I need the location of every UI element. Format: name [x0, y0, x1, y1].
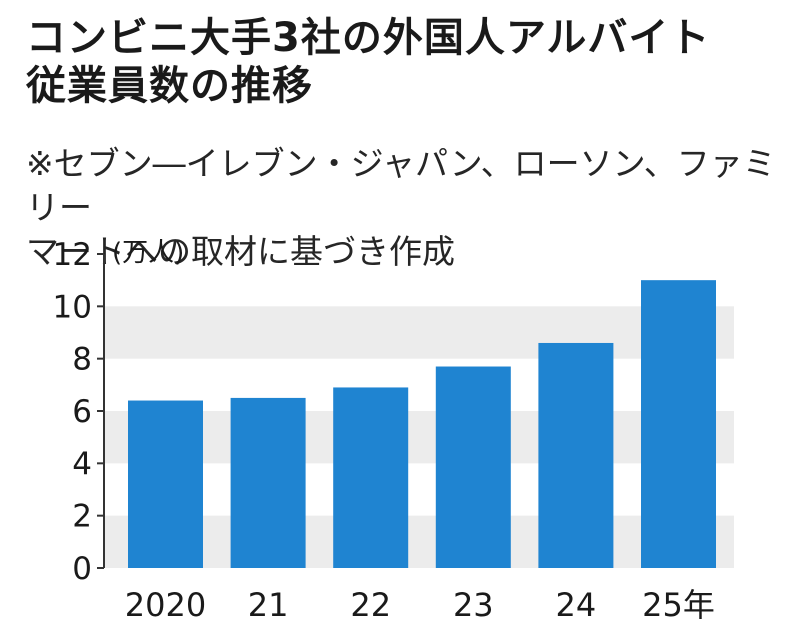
y-tick-label: 0	[72, 551, 92, 587]
y-tick-label: 4	[72, 446, 92, 482]
bar-22	[333, 387, 409, 568]
y-tick-label: 2	[72, 499, 92, 535]
x-tick-label: 2020	[125, 586, 206, 624]
x-axis-tick-labels: 2020 21 22 23 24 25年	[125, 586, 715, 624]
x-tick-label: 21	[248, 586, 289, 624]
y-tick-label: 12	[53, 237, 92, 273]
bar-series	[128, 280, 716, 568]
y-tick-label: 8	[72, 342, 92, 378]
y-tick-label: 6	[72, 394, 92, 430]
bar-25年	[641, 280, 716, 568]
y-axis-unit-label: (万人)	[112, 238, 184, 268]
source-note-line-1: ※セブン―イレブン・ジャパン、ローソン、ファミリー	[26, 144, 776, 227]
y-tick-label: 10	[53, 289, 92, 325]
bar-2020	[128, 400, 203, 568]
y-axis: 0 2 4 6 8 10 12	[53, 237, 105, 587]
bar-24	[538, 342, 614, 568]
chart-title: コンビニ大手3社の外国人アルバイト 従業員数の推移	[26, 14, 786, 110]
grid-band	[104, 411, 734, 464]
grid-band	[104, 306, 734, 359]
chart-title-line-2: 従業員数の推移	[26, 63, 313, 109]
bar-21	[230, 397, 306, 568]
bar-23	[435, 366, 511, 568]
x-tick-label: 22	[350, 586, 391, 624]
chart-title-line-1: コンビニ大手3社の外国人アルバイト	[26, 15, 711, 61]
grid-band	[104, 515, 734, 568]
x-tick-label: 24	[556, 586, 597, 624]
x-tick-label: 23	[453, 586, 494, 624]
source-note: ※セブン―イレブン・ジャパン、ローソン、ファミリー マートへの取材に基づき作成	[26, 142, 786, 274]
source-note-line-2: マートへの取材に基づき作成	[26, 232, 455, 271]
grid-bands	[104, 306, 734, 568]
x-tick-label: 25年	[642, 586, 715, 624]
